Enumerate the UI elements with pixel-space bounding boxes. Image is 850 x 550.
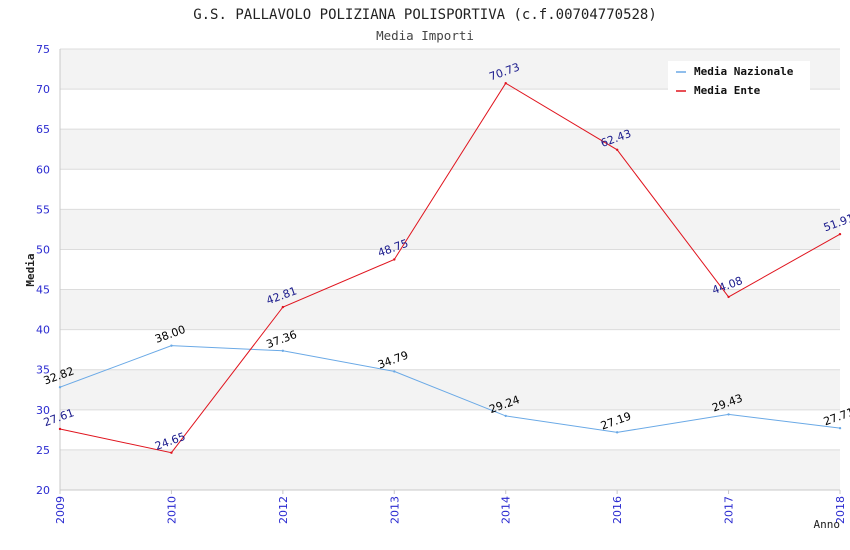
legend: Media Nazionale Media Ente (668, 61, 810, 101)
data-point (838, 426, 842, 430)
x-tick-label: 2014 (500, 496, 513, 524)
data-point (393, 370, 396, 373)
background-band (60, 449, 840, 490)
data-point (170, 344, 173, 347)
chart-title: G.S. PALLAVOLO POLIZIANA POLISPORTIVA (c… (193, 7, 657, 23)
data-point (615, 148, 619, 151)
legend-label-media-ente: Media Ente (694, 84, 761, 97)
series-lines (58, 82, 842, 454)
y-axis-ticks: 20 25 30 35 40 45 50 55 60 65 70 75 (36, 43, 50, 497)
data-label: 27.19 (599, 410, 633, 433)
legend-label-media-nazionale: Media Nazionale (694, 65, 794, 78)
background-band (60, 129, 840, 170)
background-band (60, 209, 840, 250)
data-point (281, 305, 285, 309)
y-axis-label: Media (24, 253, 37, 286)
y-tick-label: 75 (36, 43, 50, 56)
y-tick-label: 50 (36, 243, 50, 256)
x-axis-ticks: 2009 2010 2012 2013 2014 2016 2017 2018 (54, 490, 847, 524)
data-point (504, 82, 507, 85)
data-point (393, 258, 396, 261)
data-point (838, 232, 842, 236)
data-point (727, 413, 730, 416)
x-tick-label: 2018 (834, 496, 847, 524)
x-tick-label: 2009 (54, 496, 67, 524)
data-point (727, 295, 730, 299)
x-tick-label: 2017 (723, 496, 736, 524)
y-tick-label: 45 (36, 284, 50, 297)
x-tick-label: 2012 (277, 496, 290, 524)
y-tick-label: 35 (36, 364, 50, 377)
data-label: 34.79 (376, 349, 410, 372)
background-bands (60, 49, 840, 490)
background-band (60, 369, 840, 410)
x-tick-label: 2016 (611, 496, 624, 524)
y-tick-label: 60 (36, 163, 50, 176)
y-tick-label: 40 (36, 324, 50, 337)
y-tick-label: 70 (36, 83, 50, 96)
data-point (281, 349, 285, 353)
data-point (170, 451, 173, 454)
series-line-media-nazionale (59, 345, 841, 433)
data-point (615, 431, 619, 434)
axes (59, 49, 840, 491)
data-point (58, 386, 62, 389)
gridlines (60, 48, 840, 491)
data-label: 37.36 (265, 328, 299, 351)
y-tick-label: 25 (36, 444, 50, 457)
y-tick-label: 65 (36, 123, 50, 136)
legend-box (668, 61, 810, 101)
series-line-media-ente (59, 82, 841, 454)
y-tick-label: 30 (36, 404, 50, 417)
x-tick-label: 2013 (388, 496, 401, 524)
x-tick-label: 2010 (165, 496, 178, 524)
background-band (60, 289, 840, 330)
y-tick-label: 20 (36, 484, 50, 497)
data-point (504, 414, 507, 418)
x-axis-label: Anno (814, 518, 841, 531)
chart-subtitle: Media Importi (376, 28, 474, 43)
data-point (58, 427, 62, 431)
y-tick-label: 55 (36, 203, 50, 216)
